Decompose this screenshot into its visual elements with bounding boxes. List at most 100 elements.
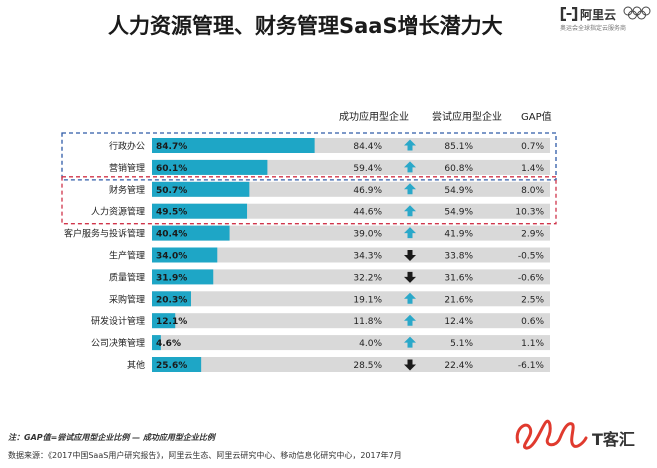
bar bbox=[152, 181, 250, 197]
success-value: 32.2% bbox=[353, 273, 382, 283]
success-value: 59.4% bbox=[353, 164, 382, 174]
watermark-text: T客汇 bbox=[592, 430, 635, 449]
bar-value-label: 60.1% bbox=[156, 164, 187, 174]
bar-value-label: 4.6% bbox=[156, 339, 181, 349]
bar-track bbox=[152, 313, 550, 329]
bar-track bbox=[152, 291, 550, 307]
bar-track bbox=[152, 247, 550, 263]
bar bbox=[152, 247, 218, 263]
bar bbox=[152, 335, 161, 351]
tkehui-logo-icon bbox=[515, 419, 588, 450]
bar-track bbox=[152, 181, 550, 197]
bar bbox=[152, 159, 268, 175]
header-trial: 尝试应用型企业 bbox=[432, 112, 502, 123]
up-arrow-icon bbox=[404, 314, 416, 326]
category-label: 营销管理 bbox=[109, 162, 145, 174]
category-label: 研发设计管理 bbox=[91, 315, 145, 327]
bar bbox=[152, 313, 176, 329]
up-arrow-icon bbox=[404, 183, 416, 195]
category-label: 财务管理 bbox=[109, 184, 145, 196]
trial-value: 5.1% bbox=[450, 339, 473, 349]
up-arrow-icon bbox=[404, 205, 416, 217]
brand-name: 阿里云 bbox=[580, 8, 617, 22]
trial-value: 54.9% bbox=[444, 208, 473, 218]
bar-chart: 行政办公 84.7% 84.4% 85.1% 0.7% 营销管理 60.1% 59.4% 60.… bbox=[61, 132, 557, 372]
success-value: 28.5% bbox=[353, 361, 382, 371]
bar-value-label: 34.0% bbox=[156, 252, 187, 262]
category-label: 公司决策管理 bbox=[91, 337, 145, 349]
category-label: 行政办公 bbox=[109, 140, 145, 152]
gap-value: 1.4% bbox=[521, 164, 544, 174]
gap-value: 2.9% bbox=[521, 230, 544, 240]
header-success: 成功应用型企业 bbox=[339, 112, 409, 123]
bar-value-label: 25.6% bbox=[156, 361, 187, 371]
bar bbox=[152, 138, 315, 153]
bar-value-label: 49.5% bbox=[156, 208, 187, 218]
bar-value-label: 31.9% bbox=[156, 273, 187, 283]
up-arrow-icon bbox=[404, 139, 416, 151]
bar-track bbox=[152, 357, 550, 372]
success-value: 39.0% bbox=[353, 230, 382, 240]
bar bbox=[152, 203, 248, 219]
bar-value-label: 12.1% bbox=[156, 317, 187, 327]
bar-track bbox=[152, 203, 550, 219]
category-label: 生产管理 bbox=[109, 250, 145, 262]
bar-value-label: 40.4% bbox=[156, 230, 187, 240]
gap-value: 8.0% bbox=[521, 186, 544, 196]
trial-value: 31.6% bbox=[444, 273, 473, 283]
category-label: 采购管理 bbox=[109, 293, 145, 305]
gap-value: 1.1% bbox=[521, 339, 544, 349]
down-arrow-icon bbox=[404, 250, 416, 261]
gap-value: 2.5% bbox=[521, 295, 544, 305]
bar bbox=[152, 291, 191, 307]
trial-value: 33.8% bbox=[444, 252, 473, 262]
gap-value: -0.6% bbox=[518, 273, 545, 283]
up-arrow-icon bbox=[404, 227, 416, 239]
success-value: 4.0% bbox=[359, 339, 382, 349]
page-title: 人力资源管理、财务管理SaaS增长潜力大 bbox=[108, 14, 503, 38]
trial-value: 12.4% bbox=[444, 317, 473, 327]
bar bbox=[152, 357, 202, 372]
bar-track bbox=[152, 269, 550, 285]
down-arrow-icon bbox=[404, 359, 416, 371]
bar-track bbox=[152, 335, 550, 351]
up-arrow-icon bbox=[404, 336, 416, 348]
bar-value-label: 84.7% bbox=[156, 142, 187, 152]
gap-value: 0.6% bbox=[521, 317, 544, 327]
brand-logo: 阿里云 奥运会全球指定云服务商 bbox=[560, 6, 652, 32]
bar bbox=[152, 269, 214, 285]
gap-value: 0.7% bbox=[521, 142, 544, 152]
down-arrow-icon bbox=[404, 271, 416, 283]
trial-value: 41.9% bbox=[444, 230, 473, 240]
bar-value-label: 20.3% bbox=[156, 295, 187, 305]
success-value: 19.1% bbox=[353, 295, 382, 305]
success-value: 11.8% bbox=[353, 317, 382, 327]
gap-value: 10.3% bbox=[515, 208, 544, 218]
source-note: 数据来源：《2017中国SaaS用户研究报告》，阿里云生态、阿里云研究中心、移动… bbox=[8, 451, 402, 460]
category-label: 其他 bbox=[127, 359, 145, 371]
bar-value-label: 50.7% bbox=[156, 186, 187, 196]
trial-value: 22.4% bbox=[444, 361, 473, 371]
highlight-box-blue bbox=[61, 132, 557, 181]
gap-note: 注：GAP值=尝试应用型企业比例 — 成功应用型企业比例 bbox=[8, 433, 215, 442]
category-label: 人力资源管理 bbox=[91, 206, 145, 218]
success-value: 84.4% bbox=[353, 142, 382, 152]
trial-value: 21.6% bbox=[444, 295, 473, 305]
up-arrow-icon bbox=[404, 292, 416, 304]
aliyun-logo-icon bbox=[560, 7, 578, 21]
gap-value: -6.1% bbox=[518, 361, 545, 371]
up-arrow-icon bbox=[404, 161, 416, 173]
bar-track bbox=[152, 225, 550, 241]
trial-value: 54.9% bbox=[444, 186, 473, 196]
header-gap: GAP值 bbox=[521, 112, 552, 123]
gap-value: -0.5% bbox=[518, 252, 545, 262]
trial-value: 60.8% bbox=[444, 164, 473, 174]
highlight-box-red bbox=[61, 176, 557, 225]
trial-value: 85.1% bbox=[444, 142, 473, 152]
category-label: 质量管理 bbox=[109, 271, 145, 283]
success-value: 34.3% bbox=[353, 252, 382, 262]
brand-subtitle: 奥运会全球指定云服务商 bbox=[560, 25, 627, 32]
bar bbox=[152, 225, 230, 241]
success-value: 44.6% bbox=[353, 208, 382, 218]
category-label: 客户服务与投诉管理 bbox=[64, 228, 145, 240]
